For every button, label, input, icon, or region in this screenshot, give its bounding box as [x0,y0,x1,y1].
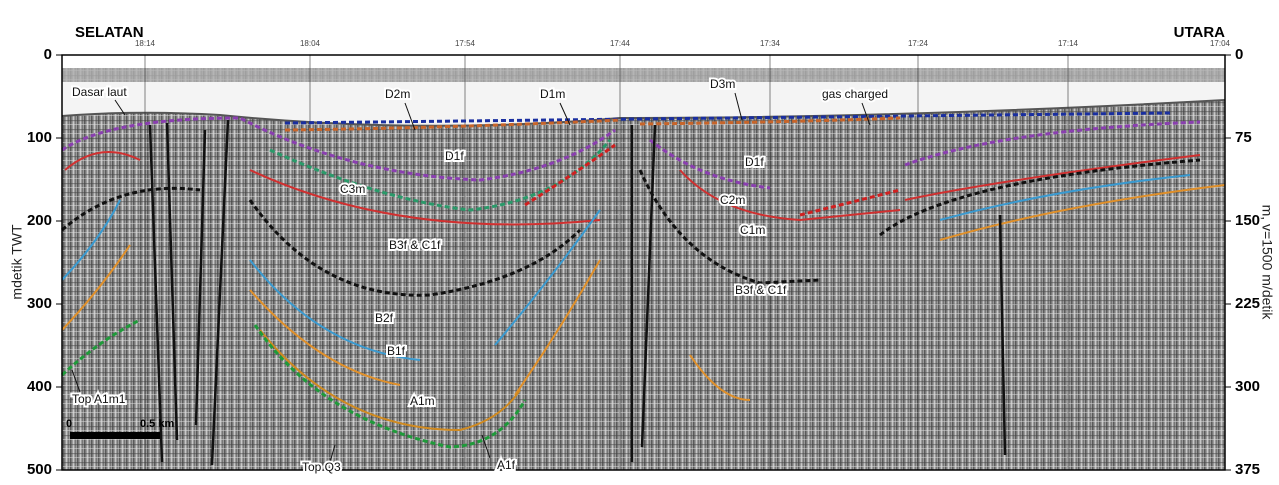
horizon-label: A1f [497,458,516,472]
section [60,55,1226,470]
horizon-label: B2f [375,311,394,325]
right-tick-label: 375 [1235,461,1260,478]
left-tick-label: 0 [44,46,52,63]
horizon-label: Top Q3 [302,460,341,474]
horizon-label: Dasar laut [72,85,127,99]
right-direction: UTARA [1174,24,1226,41]
right-tick-label: 225 [1235,295,1260,312]
horizon-label: C3m [340,182,365,196]
horizon-label: A1m [410,394,435,408]
horizon-label: D1f [445,149,464,163]
right-tick-label: 0 [1235,46,1243,63]
time-label: 18:14 [135,39,156,48]
horizon-label: B3f & C1f [389,238,441,252]
horizon-label: D1m [540,87,565,101]
left-tick-label: 300 [27,295,52,312]
horizon-label: D1f [745,155,764,169]
right-tick-label: 150 [1235,212,1260,229]
horizon-label: C1m [740,223,765,237]
right-tick-label: 300 [1235,378,1260,395]
time-label: 17:14 [1058,39,1079,48]
left-axis-title: mdetik TWT [9,224,25,300]
horizon-label: B1f [387,344,406,358]
left-tick-label: 500 [27,461,52,478]
horizon-label: D2m [385,87,410,101]
scale-end: 0.5 km [140,418,174,430]
horizon-label: gas charged [822,87,888,101]
right-axis-title: m, v=1500 m/detik [1259,205,1275,321]
horizon-label: Top A1m1 [72,392,126,406]
time-label: 17:54 [455,39,476,48]
horizon-label: D3m [710,77,735,91]
annotations: 0 100 200 300 400 500 0 75 150 225 300 375 18:14 18:0… [27,39,1260,478]
time-label: 18:04 [300,39,321,48]
horizon-label: C2m [720,193,745,207]
time-label: 17:24 [908,39,929,48]
left-tick-label: 200 [27,212,52,229]
time-label: 17:04 [1210,39,1231,48]
left-direction: SELATAN [75,24,144,41]
left-tick-label: 400 [27,378,52,395]
right-tick-label: 75 [1235,129,1252,146]
time-label: 17:34 [760,39,781,48]
left-tick-label: 100 [27,129,52,146]
horizon-label: B3f & C1f [735,283,787,297]
time-label: 17:44 [610,39,631,48]
scale-start: 0 [66,418,72,430]
